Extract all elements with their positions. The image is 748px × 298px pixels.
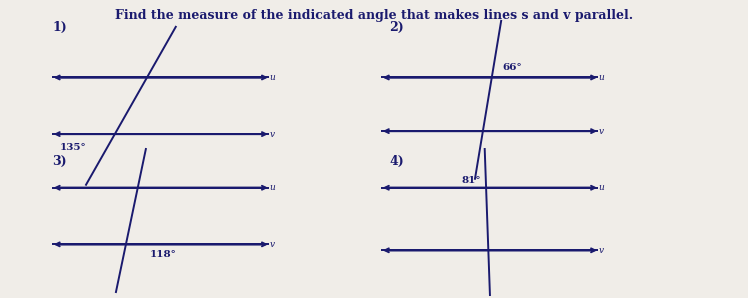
Text: u: u [269, 183, 275, 192]
Text: 118°: 118° [150, 250, 177, 259]
Text: v: v [598, 127, 604, 136]
Text: 135°: 135° [59, 143, 86, 152]
Text: 1): 1) [52, 21, 67, 34]
Text: v: v [269, 130, 275, 139]
Text: u: u [269, 73, 275, 82]
Text: u: u [598, 73, 604, 82]
Text: 81°: 81° [462, 176, 481, 185]
Text: 2): 2) [389, 21, 404, 34]
Text: Find the measure of the indicated angle that makes lines s and v parallel.: Find the measure of the indicated angle … [115, 9, 633, 22]
Text: 4): 4) [389, 155, 404, 168]
Text: v: v [269, 240, 275, 249]
Text: u: u [598, 183, 604, 192]
Text: v: v [598, 246, 604, 255]
Text: 3): 3) [52, 155, 67, 168]
Text: 66°: 66° [503, 63, 522, 72]
